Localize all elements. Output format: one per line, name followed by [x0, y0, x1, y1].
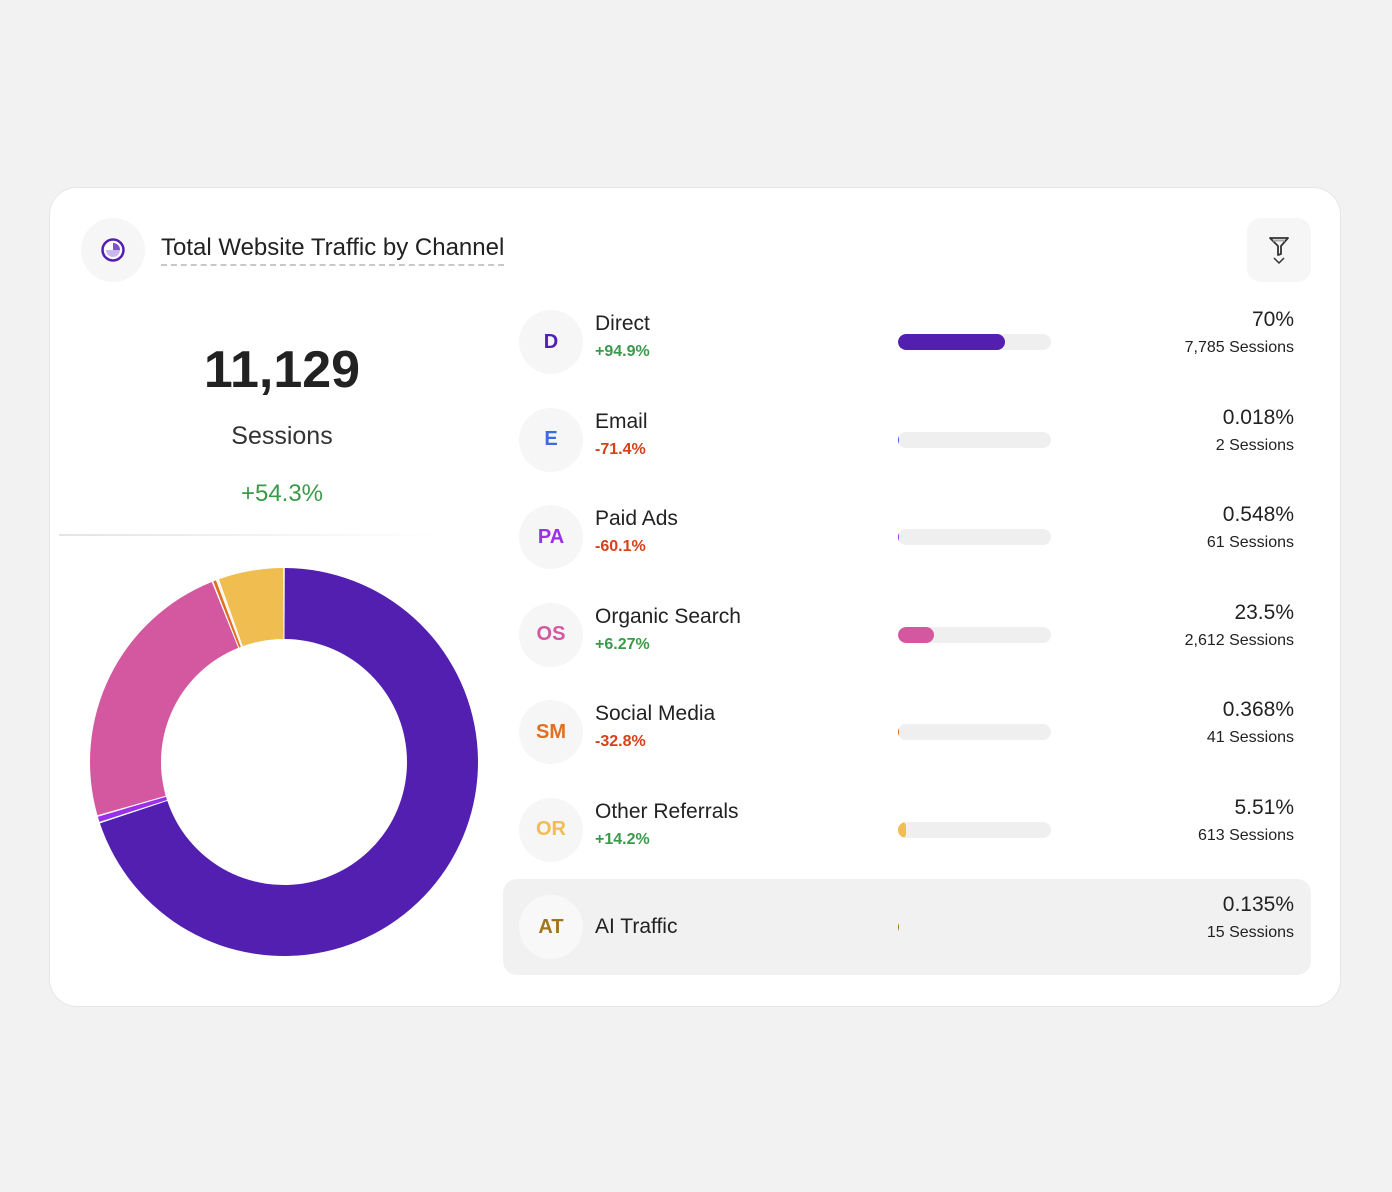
channel-change: -71.4% — [595, 440, 646, 458]
channel-avatar: OS — [519, 602, 583, 667]
channel-percent: 0.548% — [1222, 503, 1294, 526]
card-title[interactable]: Total Website Traffic by Channel — [161, 234, 505, 266]
share-bar-fill — [898, 334, 1006, 350]
channel-row[interactable]: E Email -71.4% 0.018% 2 Sessions — [503, 392, 1311, 488]
channel-row[interactable]: PA Paid Ads -60.1% 0.548% 61 Sessions — [503, 489, 1311, 585]
channel-avatar: D — [519, 310, 583, 374]
channel-name: Organic Search — [595, 604, 741, 628]
channel-sessions: 7,785 Sessions — [1184, 339, 1294, 356]
channel-change: -60.1% — [595, 538, 646, 555]
share-bar — [898, 724, 1051, 740]
channel-name: Social Media — [595, 702, 716, 725]
share-bar — [898, 821, 1051, 838]
channel-sessions: 2,612 Sessions — [1184, 631, 1294, 649]
donut-slice-paid-ads[interactable] — [97, 796, 167, 822]
channel-percent: 0.368% — [1222, 698, 1294, 721]
share-bar — [898, 431, 1051, 448]
sessions-label: Sessions — [231, 422, 333, 450]
traffic-card: Total Website Traffic by Channel 11,129 … — [49, 187, 1341, 1007]
channel-change: +94.9% — [595, 343, 650, 360]
donut-chart — [89, 568, 478, 956]
donut-slice-organic-search[interactable] — [89, 581, 239, 816]
channel-name: Direct — [595, 312, 650, 335]
channel-percent: 70% — [1251, 308, 1294, 331]
channel-row[interactable]: OR Other Referrals +14.2% 5.51% 613 Sess… — [503, 782, 1311, 878]
channel-sessions: 2 Sessions — [1215, 436, 1294, 454]
share-bar — [898, 626, 1051, 643]
channel-row[interactable]: D Direct +94.9% 70% 7,785 Sessions — [503, 294, 1311, 390]
donut-slice-social-media[interactable] — [213, 580, 241, 648]
share-bar — [898, 334, 1051, 350]
channel-avatar: AT — [519, 895, 583, 959]
share-bar — [898, 919, 1051, 935]
channel-change: -32.8% — [595, 733, 646, 750]
chevron-down-icon — [1273, 257, 1285, 265]
channel-name: AI Traffic — [595, 915, 678, 938]
channel-row[interactable]: OS Organic Search +6.27% 23.5% 2,612 Ses… — [503, 587, 1311, 683]
channel-avatar: OR — [519, 797, 583, 862]
share-bar-fill — [898, 431, 900, 448]
share-bar-fill — [898, 724, 900, 740]
donut-slice-direct[interactable] — [99, 568, 478, 956]
share-bar-fill — [898, 821, 907, 838]
divider — [59, 534, 439, 536]
channel-change: +6.27% — [595, 635, 650, 653]
channel-name: Email — [595, 409, 648, 433]
filter-funnel-icon — [1269, 237, 1289, 256]
share-bar-fill — [898, 919, 900, 935]
channel-sessions: 613 Sessions — [1197, 826, 1294, 844]
channel-percent: 0.135% — [1222, 893, 1294, 916]
share-bar — [898, 529, 1051, 545]
channel-sessions: 41 Sessions — [1206, 729, 1294, 746]
donut-slice-ai-traffic[interactable] — [217, 579, 242, 647]
channel-avatar: SM — [519, 700, 583, 764]
channel-percent: 5.51% — [1234, 795, 1294, 819]
channel-name: Other Referrals — [595, 799, 739, 823]
channel-row[interactable]: SM Social Media -32.8% 0.368% 41 Session… — [503, 684, 1311, 780]
channel-name: Paid Ads — [595, 507, 678, 530]
donut-slice-other-referrals[interactable] — [218, 568, 284, 647]
total-sessions: 11,129 — [203, 341, 361, 399]
channel-row[interactable]: AT AI Traffic 0.135% 15 Sessions — [503, 879, 1311, 975]
channel-avatar: E — [519, 407, 583, 472]
channel-percent: 0.018% — [1222, 405, 1294, 429]
channel-percent: 23.5% — [1234, 600, 1294, 624]
pie-chart-icon — [81, 218, 145, 282]
share-bar-fill — [898, 529, 900, 545]
channel-sessions: 15 Sessions — [1206, 924, 1294, 941]
channel-avatar: PA — [519, 505, 583, 569]
channel-sessions: 61 Sessions — [1206, 534, 1294, 551]
sessions-change: +54.3% — [240, 480, 324, 507]
share-bar-fill — [898, 626, 934, 643]
channel-change: +14.2% — [595, 830, 650, 848]
filter-button[interactable] — [1247, 218, 1311, 282]
